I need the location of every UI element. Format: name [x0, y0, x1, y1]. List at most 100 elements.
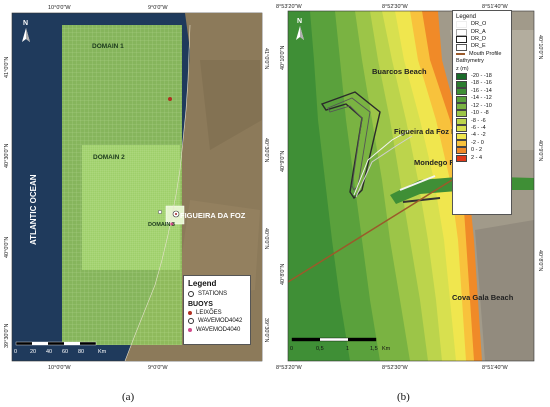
bathymetry-class-row: -4 - -2 — [456, 132, 508, 140]
right-coord-4: 39°30'0"N — [263, 318, 269, 342]
domain-2-label: DOMAIN 2 — [93, 154, 125, 161]
bathymetry-swatch-icon — [456, 95, 467, 103]
right-coord-3: 40°8'0"N — [537, 250, 543, 271]
bathymetry-unit: z (m) — [456, 65, 469, 72]
bathymetry-class-label: -8 - -6 — [471, 117, 486, 124]
coastline — [124, 24, 191, 362]
bathymetry-class-row: -18 - -16 — [456, 80, 508, 88]
bathymetry-class-label: -18 - -16 — [471, 80, 492, 87]
scale-unit: Km — [98, 349, 107, 355]
buoy-leixoes-icon — [188, 311, 192, 316]
legend-stations-row: STATIONS — [188, 290, 246, 298]
dr-o-symbol-icon — [456, 21, 467, 29]
top-coord-2: 9°0'0"W — [148, 5, 168, 11]
dr-e-symbol-icon — [456, 43, 467, 51]
mouth-profile-symbol-icon — [456, 53, 465, 56]
north-label: N — [23, 20, 28, 27]
bathymetry-swatch-icon — [456, 73, 467, 81]
top-coord-1: 8°53'20"W — [276, 4, 302, 10]
scale-label-3: 1,5 — [370, 346, 378, 352]
bathymetry-class-row: -6 - -4 — [456, 125, 508, 133]
bathymetry-class-label: -2 - 0 — [471, 139, 484, 146]
top-coord-2: 8°52'30"W — [382, 4, 408, 10]
domain-2-grid — [82, 145, 180, 270]
bathymetry-class-label: 2 - 4 — [471, 154, 483, 161]
right-coord-1: 40°10'0"N — [537, 35, 543, 59]
bathymetry-swatch-icon — [456, 154, 467, 162]
scale-bar — [291, 337, 377, 342]
left-coord-3: 40°8'0"N — [280, 264, 286, 285]
bathymetry-swatch-icon — [456, 125, 467, 133]
dr-a-line — [355, 135, 413, 198]
legend-line-label: DR_E — [471, 43, 486, 50]
scale-label-1: 0,5 — [316, 346, 324, 352]
bathymetry-class-label: -6 - -4 — [471, 125, 486, 131]
bathymetry-class-label: -4 - -2 — [471, 132, 486, 139]
bathymetry-swatch-icon — [456, 88, 467, 96]
scale-bar — [15, 341, 97, 346]
bathymetry-class-row: -2 - 0 — [456, 139, 508, 148]
bathymetry-class-row: -8 - -6 — [456, 118, 508, 125]
top-coord-1: 10°0'0"W — [48, 5, 71, 11]
mouth-profile-line — [288, 179, 453, 283]
legend-line-row: DR_E — [456, 43, 508, 51]
bathymetry-class-label: -12 - -10 — [471, 102, 492, 109]
legend-buoy-label: WAVEMOD4042 — [198, 318, 243, 325]
dr-e-area — [327, 97, 371, 191]
bathymetry-class-row: -16 - -14 — [456, 87, 508, 96]
legend-stations-label: STATIONS — [198, 290, 228, 297]
scale-label-1: 20 — [30, 349, 36, 355]
domain-1-label: DOMAIN 1 — [92, 43, 124, 50]
bathymetry-class-row: 2 - 4 — [456, 155, 508, 162]
scale-label-2: 1 — [346, 346, 349, 352]
legend-buoy-row: WAVEMOD4040 — [188, 326, 246, 334]
left-coord-1: 41°0'0"N — [4, 57, 10, 78]
scale-label-4: 80 — [78, 349, 84, 355]
bathymetry-class-row: -14 - -12 — [456, 95, 508, 103]
bathymetry-class-row: -20 - -18 — [456, 73, 508, 81]
right-coord-2: 40°30'0"N — [263, 138, 269, 162]
scale-label-3: 60 — [62, 349, 68, 355]
legend-buoy-label: LEIXÕES — [196, 310, 222, 317]
dr-d-symbol-icon — [456, 36, 467, 44]
buarcos-beach-label: Buarcos Beach — [372, 67, 427, 76]
figueira-da-foz-label: FIGUEIRA DA FOZ — [180, 211, 246, 220]
bathymetry-swatch-icon — [456, 140, 467, 148]
legend-buoy-row: WAVEMOD4042 — [188, 317, 246, 325]
bathymetry-class-label: -14 - -12 — [471, 95, 492, 102]
bottom-coord-2: 8°52'30"W — [382, 365, 408, 371]
legend-mouth-label: Mouth Profile — [469, 50, 502, 57]
left-coord-1: 40°10'0"N — [280, 46, 286, 70]
bottom-coord-1: 8°53'20"W — [276, 365, 302, 371]
bathymetry-swatch-icon — [456, 132, 467, 140]
dr-a-symbol-icon — [456, 28, 467, 36]
buoy-wavemod4042-icon — [188, 318, 194, 325]
legend-buoys-title: BUOYS — [188, 300, 213, 308]
dr-d-area — [320, 91, 381, 200]
north-jetty — [399, 175, 436, 191]
north-label: N — [297, 18, 302, 25]
left-coord-4: 39°30'0"N — [4, 324, 10, 348]
cova-gala-beach-label: Cova Gala Beach — [452, 293, 514, 302]
legend-buoy-row: LEIXÕES — [188, 309, 246, 317]
bathymetry-class-label: -16 - -14 — [471, 87, 492, 94]
right-coord-2: 40°9'0"N — [537, 140, 543, 161]
scale-label-2: 40 — [46, 349, 52, 355]
legend-line-row: DR_A — [456, 29, 508, 36]
ocean-label: ATLANTIC OCEAN — [29, 174, 38, 245]
bottom-coord-3: 8°51'40"W — [482, 365, 508, 371]
right-coord-1: 41°0'0"N — [263, 48, 269, 69]
south-jetty — [402, 197, 441, 203]
left-coord-2: 40°9'0"N — [280, 151, 286, 172]
buoy-wavemod4042-marker — [157, 209, 163, 215]
legend-line-row: DR_O — [456, 21, 508, 29]
bathymetry-title: Bathymetry — [456, 58, 484, 65]
panel-a-map-canvas: N ATLANTIC OCEAN DOMAIN 1 DOMAIN 2 DOMAI… — [4, 5, 269, 371]
scale-label-0: 0 — [14, 349, 17, 355]
legend-buoy-label: WAVEMOD4040 — [196, 326, 241, 333]
bathymetry-class-label: -20 - -18 — [471, 73, 492, 80]
left-coord-2: 40°30'0"N — [4, 144, 10, 168]
bottom-coord-1: 10°0'0"W — [48, 365, 71, 371]
bathymetry-swatch-icon — [456, 110, 467, 118]
legend-line-label: DR_A — [471, 28, 486, 35]
